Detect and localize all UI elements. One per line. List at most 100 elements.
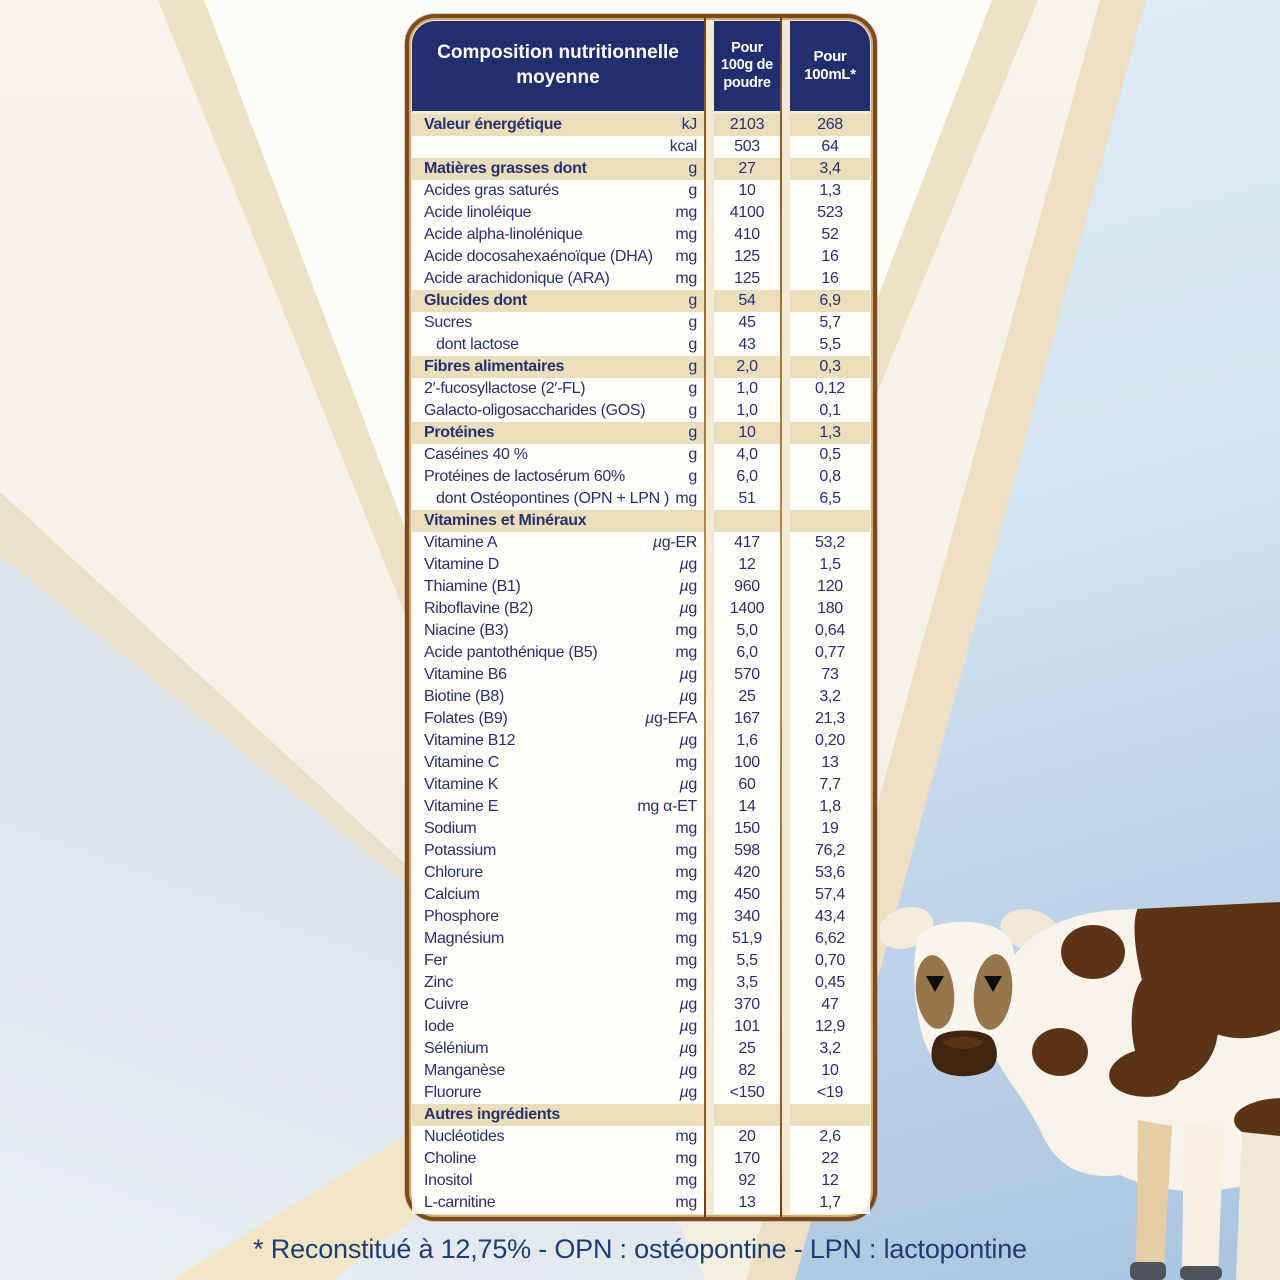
table-row: Iode µg 101 12,9 bbox=[412, 1016, 870, 1038]
row-label-cell: Protéines g bbox=[412, 422, 704, 444]
row-value-100g: 450 bbox=[714, 884, 780, 906]
row-unit: µg bbox=[679, 578, 697, 595]
row-unit: mg bbox=[675, 270, 697, 287]
row-label-cell: Magnésium mg bbox=[412, 928, 704, 950]
cow-illustration bbox=[880, 902, 1280, 1280]
row-unit: g bbox=[688, 424, 697, 441]
table-row: Vitamine A µg-ER 417 53,2 bbox=[412, 532, 870, 554]
row-label: Acide arachidonique (ARA) bbox=[424, 270, 610, 287]
row-label-cell: Acide docosahexaénoïque (DHA) mg bbox=[412, 246, 704, 268]
row-label: Vitamine C bbox=[424, 754, 499, 771]
row-label-cell: Protéines de lactosérum 60% g bbox=[412, 466, 704, 488]
row-label-cell: Glucides dont g bbox=[412, 290, 704, 312]
row-value-100g: 51,9 bbox=[714, 928, 780, 950]
row-value-100g: 420 bbox=[714, 862, 780, 884]
row-label: Choline bbox=[424, 1150, 477, 1167]
row-value-100ml: 0,45 bbox=[790, 972, 870, 994]
row-label-cell: Manganèse µg bbox=[412, 1060, 704, 1082]
row-unit: µg bbox=[679, 600, 697, 617]
table-row: Acide pantothénique (B5) mg 6,0 0,77 bbox=[412, 642, 870, 664]
table-row: Protéines g 10 1,3 bbox=[412, 422, 870, 444]
row-label: Sélénium bbox=[424, 1040, 489, 1057]
row-unit: kcal bbox=[669, 138, 698, 155]
row-unit: mg bbox=[675, 490, 697, 507]
row-unit: mg bbox=[675, 820, 697, 837]
row-label-cell: Choline mg bbox=[412, 1148, 704, 1170]
table-row: Protéines de lactosérum 60% g 6,0 0,8 bbox=[412, 466, 870, 488]
row-value-100ml: 5,7 bbox=[790, 312, 870, 334]
table-row: Vitamine K µg 60 7,7 bbox=[412, 774, 870, 796]
row-label-cell: Folates (B9) µg-EFA bbox=[412, 708, 704, 730]
row-value-100g: 5,5 bbox=[714, 950, 780, 972]
footnote: * Reconstitué à 12,75% - OPN : ostéopont… bbox=[253, 1234, 1027, 1264]
row-unit: µg bbox=[679, 732, 697, 749]
column-header-100ml: Pour 100mL* bbox=[790, 21, 870, 111]
table-row: Magnésium mg 51,9 6,62 bbox=[412, 928, 870, 950]
row-label: L-carnitine bbox=[424, 1194, 496, 1211]
row-unit: µg bbox=[679, 776, 697, 793]
row-label: Vitamine B6 bbox=[424, 666, 507, 683]
row-unit: µg bbox=[679, 556, 697, 573]
table-row: dont lactose g 43 5,5 bbox=[412, 334, 870, 356]
row-value-100ml: 0,77 bbox=[790, 642, 870, 664]
row-value-100g: 101 bbox=[714, 1016, 780, 1038]
row-unit: µg bbox=[679, 1084, 697, 1101]
row-value-100ml bbox=[790, 510, 870, 532]
row-value-100ml: 0,3 bbox=[790, 356, 870, 378]
row-unit: mg α-ET bbox=[637, 798, 697, 815]
row-label-cell: Riboflavine (B2) µg bbox=[412, 598, 704, 620]
row-value-100g bbox=[714, 1104, 780, 1126]
row-value-100ml: 43,4 bbox=[790, 906, 870, 928]
row-value-100ml: 19 bbox=[790, 818, 870, 840]
row-value-100ml: 3,2 bbox=[790, 1038, 870, 1060]
row-label-cell: dont Ostéopontines (OPN + LPN ) mg bbox=[412, 488, 704, 510]
row-label: dont Ostéopontines (OPN + LPN ) bbox=[436, 490, 670, 507]
row-unit: g bbox=[688, 402, 697, 419]
row-unit: mg bbox=[675, 754, 697, 771]
row-unit bbox=[693, 510, 697, 532]
row-value-100g: 1,6 bbox=[714, 730, 780, 752]
row-label: Manganèse bbox=[424, 1062, 505, 1079]
table-header: Composition nutritionnelle moyenne Pour … bbox=[412, 21, 870, 111]
row-value-100g: 6,0 bbox=[714, 466, 780, 488]
table-row: dont Ostéopontines (OPN + LPN ) mg 51 6,5 bbox=[412, 488, 870, 510]
row-label-cell: Acide alpha-linolénique mg bbox=[412, 224, 704, 246]
row-label: Autres ingrédients bbox=[424, 1106, 560, 1123]
row-label-cell: Fer mg bbox=[412, 950, 704, 972]
table-row: Riboflavine (B2) µg 1400 180 bbox=[412, 598, 870, 620]
row-value-100g: 25 bbox=[714, 1038, 780, 1060]
row-label: Iode bbox=[424, 1018, 454, 1035]
table-row: Vitamine B12 µg 1,6 0,20 bbox=[412, 730, 870, 752]
row-value-100g: 100 bbox=[714, 752, 780, 774]
row-value-100g: 13 bbox=[714, 1192, 780, 1214]
table-row: Caséines 40 % g 4,0 0,5 bbox=[412, 444, 870, 466]
row-label-cell: Sélénium µg bbox=[412, 1038, 704, 1060]
row-value-100g: 1,0 bbox=[714, 400, 780, 422]
table-row: Sodium mg 150 19 bbox=[412, 818, 870, 840]
table-row: Zinc mg 3,5 0,45 bbox=[412, 972, 870, 994]
row-label-cell: Valeur énergétique kJ bbox=[412, 114, 704, 136]
table-row: Fluorure µg <150 <19 bbox=[412, 1082, 870, 1104]
table-row: Acides gras saturés g 10 1,3 bbox=[412, 180, 870, 202]
row-label: Phosphore bbox=[424, 908, 499, 925]
table-row: Calcium mg 450 57,4 bbox=[412, 884, 870, 906]
row-label-cell: Vitamine B6 µg bbox=[412, 664, 704, 686]
table-row: Vitamines et Minéraux bbox=[412, 510, 870, 532]
row-value-100ml: 73 bbox=[790, 664, 870, 686]
row-value-100g: 170 bbox=[714, 1148, 780, 1170]
row-value-100g: 503 bbox=[714, 136, 780, 158]
row-value-100g: 4100 bbox=[714, 202, 780, 224]
row-unit: mg bbox=[675, 886, 697, 903]
row-value-100ml: 47 bbox=[790, 994, 870, 1016]
row-value-100ml: 10 bbox=[790, 1060, 870, 1082]
row-label: Riboflavine (B2) bbox=[424, 600, 534, 617]
row-value-100ml: 3,2 bbox=[790, 686, 870, 708]
row-label: Glucides dont bbox=[424, 292, 527, 309]
row-label-cell: Biotine (B8) µg bbox=[412, 686, 704, 708]
row-label-cell: Phosphore mg bbox=[412, 906, 704, 928]
row-label: Acide alpha-linolénique bbox=[424, 226, 583, 243]
row-value-100ml: 6,62 bbox=[790, 928, 870, 950]
row-unit: mg bbox=[675, 622, 697, 639]
table-row: Vitamine E mg α-ET 14 1,8 bbox=[412, 796, 870, 818]
row-value-100g: 167 bbox=[714, 708, 780, 730]
